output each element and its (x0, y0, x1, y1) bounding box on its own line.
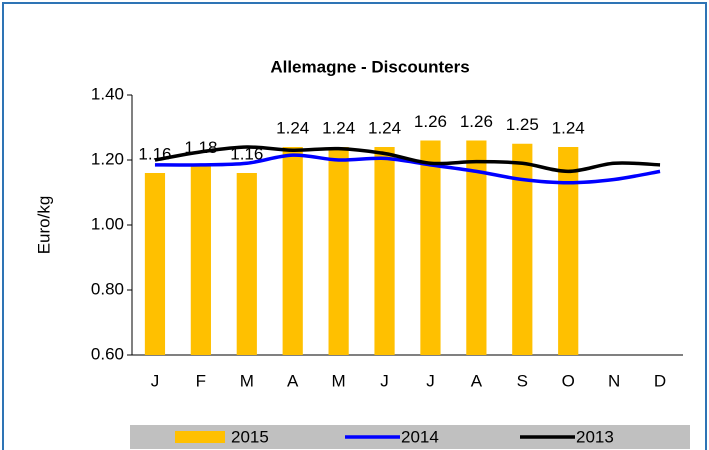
legend-swatch (175, 431, 225, 443)
x-tick-label: N (608, 371, 620, 390)
bar (144, 173, 166, 355)
data-label: 1.26 (414, 112, 447, 131)
data-label: 1.24 (552, 118, 585, 137)
bar (374, 147, 395, 355)
y-tick-label: 0.80 (91, 279, 124, 298)
line (154, 145, 661, 174)
bar (236, 173, 257, 355)
chart-title: Allemagne - Discounters (270, 57, 469, 76)
legend-label: 2013 (576, 427, 614, 446)
data-label: 1.26 (460, 112, 493, 131)
y-tick-label: 1.00 (91, 214, 124, 233)
legend-label: 2015 (231, 427, 269, 446)
x-tick-label: S (517, 371, 528, 390)
x-tick-label: F (196, 371, 206, 390)
x-tick-label: J (151, 371, 160, 390)
line (154, 153, 661, 185)
data-label: 1.24 (368, 118, 401, 137)
x-tick-label: D (654, 371, 666, 390)
x-tick-label: J (426, 371, 435, 390)
bar (190, 166, 211, 355)
data-label: 1.18 (184, 138, 217, 157)
data-label: 1.16 (230, 144, 263, 163)
data-label: 1.24 (322, 118, 355, 137)
x-tick-label: O (562, 371, 575, 390)
y-axis-title: Euro/kg (34, 196, 53, 255)
bar (512, 143, 533, 355)
data-label: 1.24 (276, 118, 309, 137)
bar (328, 147, 349, 355)
data-label: 1.25 (506, 115, 539, 134)
x-tick-label: A (471, 371, 483, 390)
legend-label: 2014 (401, 427, 439, 446)
y-tick-label: 1.20 (91, 149, 124, 168)
y-tick-label: 0.60 (91, 344, 124, 363)
x-tick-label: J (380, 371, 389, 390)
bar (466, 140, 487, 355)
y-tick-label: 1.40 (91, 84, 124, 103)
x-tick-label: M (240, 371, 254, 390)
x-tick-label: A (287, 371, 299, 390)
bar (282, 147, 303, 355)
x-tick-label: M (332, 371, 346, 390)
data-label: 1.16 (138, 144, 171, 163)
bar (420, 140, 441, 355)
bar (558, 147, 579, 355)
